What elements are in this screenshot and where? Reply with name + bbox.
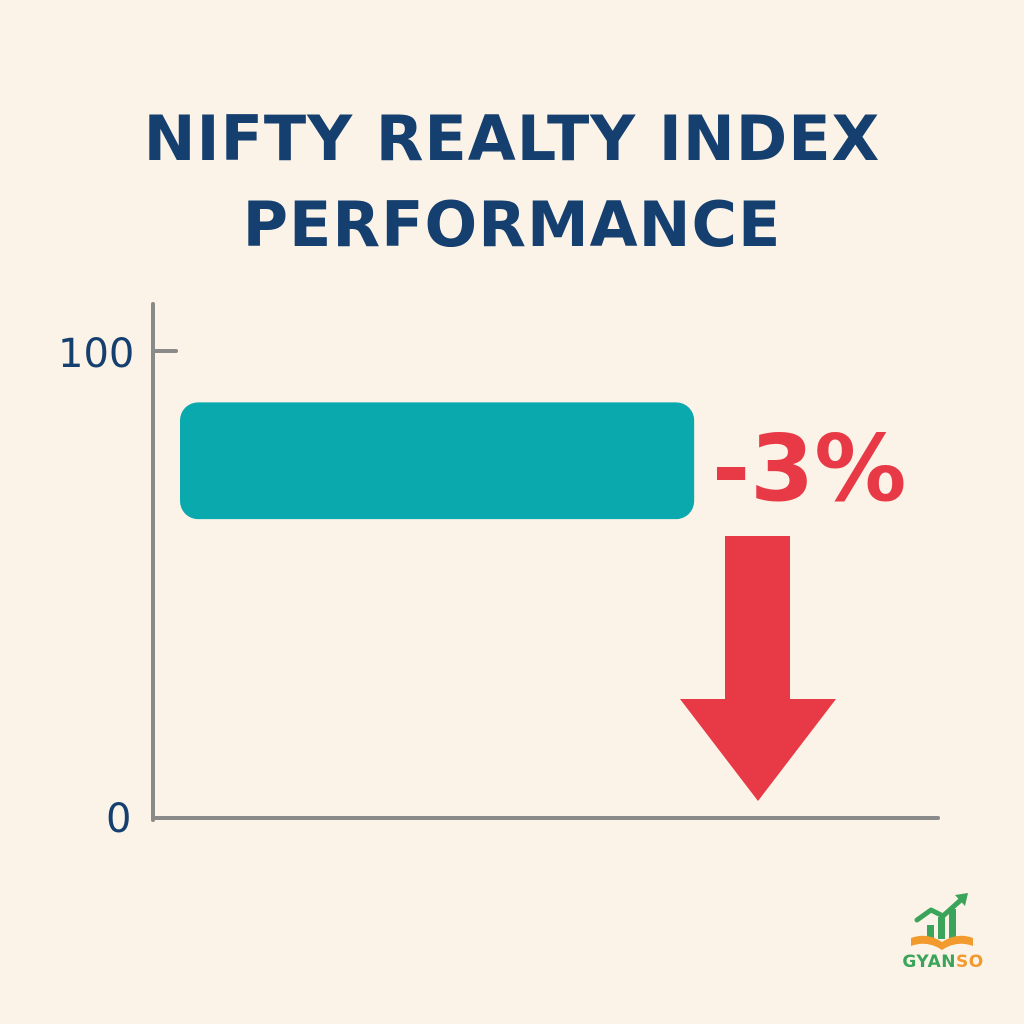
logo: GYANSO xyxy=(893,890,993,990)
bar xyxy=(180,402,695,520)
change-label: -3% xyxy=(712,415,906,522)
logo-text: GYANSO xyxy=(893,952,993,972)
logo-text-so: SO xyxy=(955,952,984,972)
growth-chart-book-icon xyxy=(911,893,973,950)
down-arrow-icon xyxy=(680,536,836,801)
y-tick-label-0: 0 xyxy=(106,796,131,842)
y-tick-label-100: 100 xyxy=(58,331,134,377)
chart-title: NIFTY REALTY INDEX PERFORMANCE xyxy=(0,96,1024,268)
logo-text-gyan: GYAN xyxy=(902,952,956,972)
chart-title-line-1: NIFTY REALTY INDEX xyxy=(143,102,881,175)
chart-title-line-2: PERFORMANCE xyxy=(242,188,782,261)
